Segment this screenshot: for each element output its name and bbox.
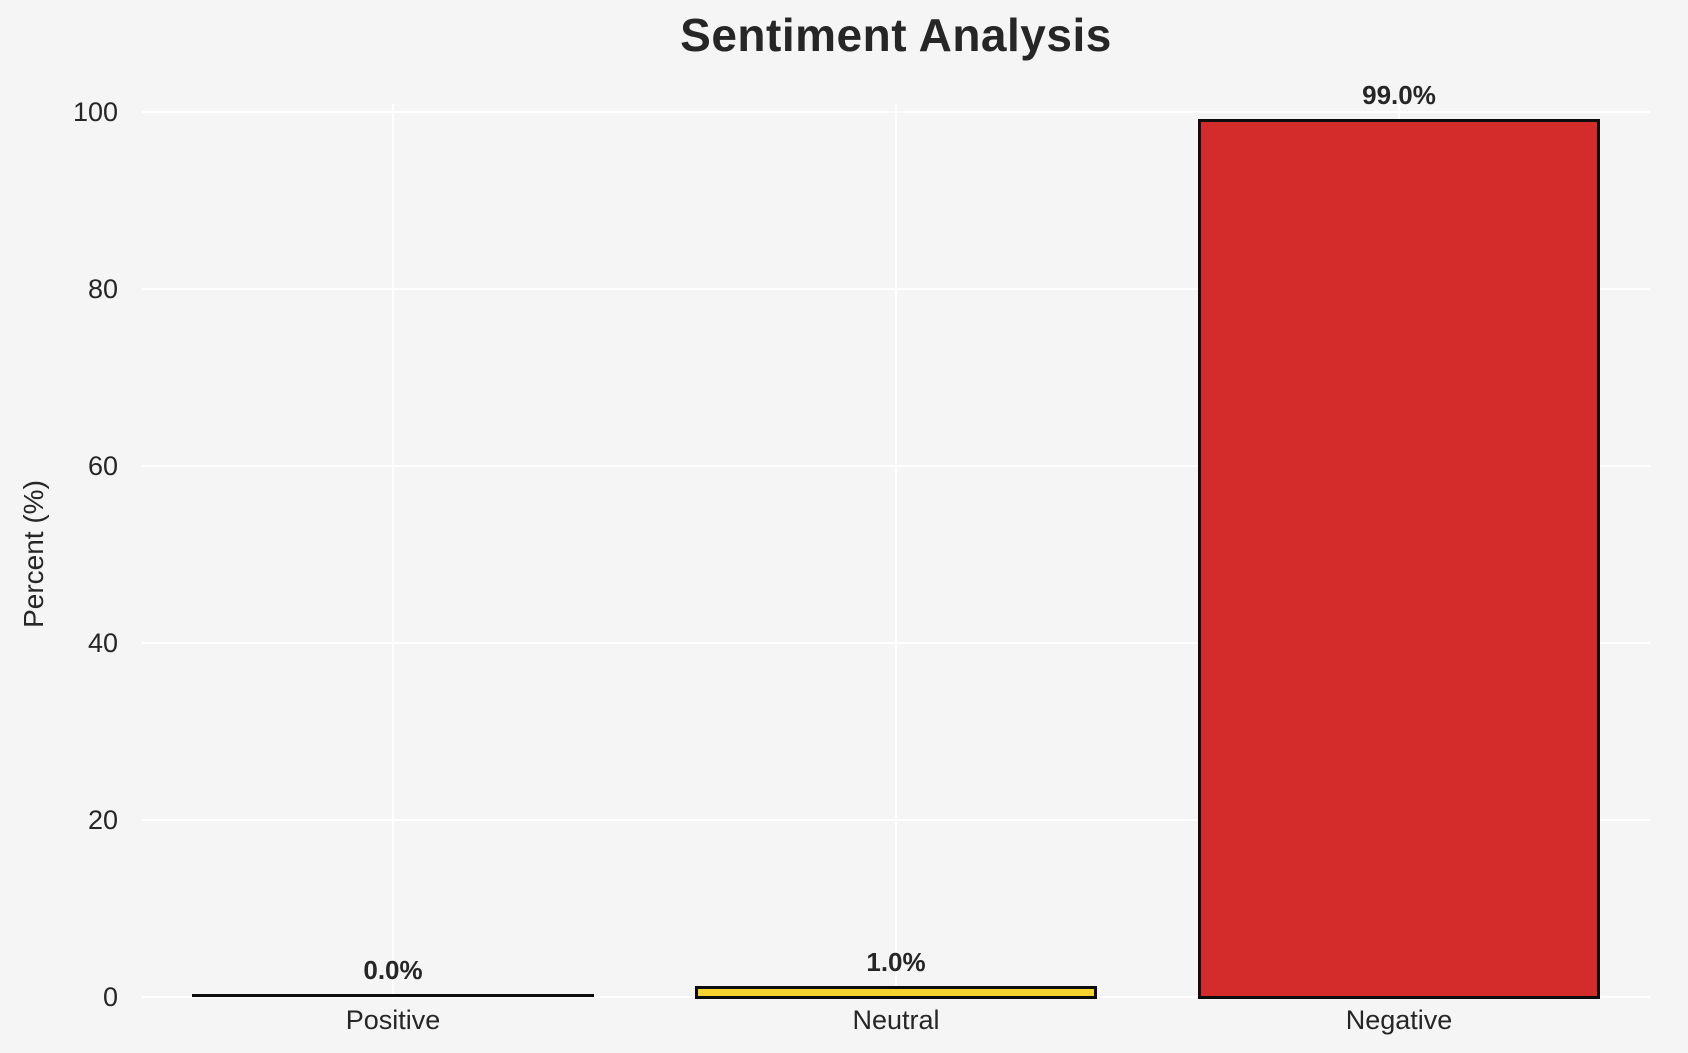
chart-title: Sentiment Analysis: [680, 9, 1112, 61]
vertical-gridline: [392, 104, 394, 997]
bar-neutral: [695, 986, 1097, 999]
y-tick-label: 0: [102, 982, 118, 1012]
x-tick-label-positive: Positive: [345, 1005, 441, 1035]
y-tick-label: 20: [87, 805, 118, 835]
x-tick-label-negative: Negative: [1345, 1005, 1453, 1035]
bar-negative: [1198, 119, 1600, 999]
y-tick-label: 60: [87, 451, 118, 481]
bar-value-label: 0.0%: [363, 955, 423, 985]
bar-value-label: 99.0%: [1362, 80, 1436, 110]
bar-value-label: 1.0%: [866, 947, 926, 977]
y-tick-label: 100: [72, 97, 118, 127]
bar-positive: [192, 994, 594, 997]
y-tick-label: 40: [87, 628, 118, 658]
y-axis-label: Percent (%): [18, 480, 49, 628]
vertical-gridline: [895, 104, 897, 997]
x-tick-label-neutral: Neutral: [852, 1005, 940, 1035]
y-tick-label: 80: [87, 274, 118, 304]
